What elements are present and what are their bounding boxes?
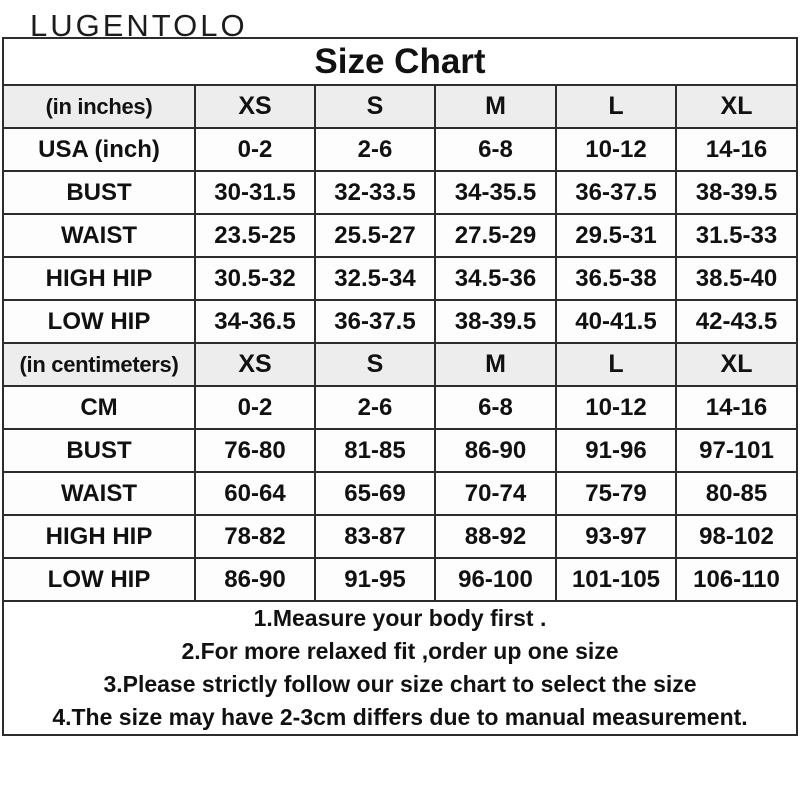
measurement-value: 86-90 (194, 557, 316, 602)
measurement-value: 30-31.5 (194, 170, 316, 215)
measurement-value: 10-12 (555, 385, 677, 430)
measurement-value: 83-87 (314, 514, 436, 559)
size-column-header: XL (675, 84, 798, 129)
measurement-label: CM (2, 385, 196, 430)
measurement-value: 34.5-36 (434, 256, 557, 301)
measurement-value: 98-102 (675, 514, 798, 559)
measurement-value: 76-80 (194, 428, 316, 473)
notes-row: 1.Measure your body first . 2.For more r… (2, 600, 798, 736)
size-column-header: S (314, 84, 436, 129)
size-column-header: M (434, 342, 557, 387)
unit-header-label: (in inches) (2, 84, 196, 129)
measurement-value: 32.5-34 (314, 256, 436, 301)
measurement-value: 25.5-27 (314, 213, 436, 258)
size-column-header: L (555, 342, 677, 387)
measurement-label: LOW HIP (2, 299, 196, 344)
measurement-value: 91-95 (314, 557, 436, 602)
measurement-value: 65-69 (314, 471, 436, 516)
size-column-header: XL (675, 342, 798, 387)
measurement-label: HIGH HIP (2, 256, 196, 301)
measurement-value: 34-36.5 (194, 299, 316, 344)
measurement-value: 96-100 (434, 557, 557, 602)
size-column-header: L (555, 84, 677, 129)
size-column-header: XS (194, 84, 316, 129)
measurement-row: LOW HIP 34-36.5 36-37.5 38-39.5 40-41.5 42-43… (2, 299, 798, 344)
measurement-value: 38-39.5 (675, 170, 798, 215)
measurement-row: WAIST 60-64 65-69 70-74 75-79 80-85 (2, 471, 798, 516)
measurement-value: 6-8 (434, 127, 557, 172)
unit-header-row: (in centimeters) XS S M L XL (2, 342, 798, 387)
measurement-value: 60-64 (194, 471, 316, 516)
note-line-3: 3.Please strictly follow our size chart … (103, 671, 697, 697)
measurement-value: 36-37.5 (555, 170, 677, 215)
measurement-value: 2-6 (314, 127, 436, 172)
notes-cell: 1.Measure your body first . 2.For more r… (2, 600, 798, 736)
measurement-row: HIGH HIP 30.5-32 32.5-34 34.5-36 36.5-38 38.5… (2, 256, 798, 301)
measurement-label: BUST (2, 428, 196, 473)
measurement-value: 34-35.5 (434, 170, 557, 215)
measurement-label: WAIST (2, 471, 196, 516)
size-column-header: M (434, 84, 557, 129)
note-line-1: 1.Measure your body first . (253, 605, 547, 631)
measurement-value: 97-101 (675, 428, 798, 473)
measurement-row: USA (inch) 0-2 2-6 6-8 10-12 14-16 (2, 127, 798, 172)
size-column-header: XS (194, 342, 316, 387)
measurement-value: 38.5-40 (675, 256, 798, 301)
measurement-label: WAIST (2, 213, 196, 258)
measurement-value: 88-92 (434, 514, 557, 559)
measurement-value: 91-96 (555, 428, 677, 473)
measurement-value: 75-79 (555, 471, 677, 516)
measurement-value: 23.5-25 (194, 213, 316, 258)
measurement-label: HIGH HIP (2, 514, 196, 559)
note-line-2: 2.For more relaxed fit ,order up one siz… (181, 638, 619, 664)
measurement-value: 40-41.5 (555, 299, 677, 344)
measurement-value: 78-82 (194, 514, 316, 559)
measurement-value: 14-16 (675, 385, 798, 430)
unit-header-row: (in inches) XS S M L XL (2, 84, 798, 129)
size-column-header: S (314, 342, 436, 387)
measurement-label: LOW HIP (2, 557, 196, 602)
size-chart-table: Size Chart (in inches) XS S M L XL USA (inch) 0… (2, 37, 798, 736)
measurement-value: 106-110 (675, 557, 798, 602)
measurement-value: 10-12 (555, 127, 677, 172)
measurement-row: HIGH HIP 78-82 83-87 88-92 93-97 98-102 (2, 514, 798, 559)
measurement-value: 101-105 (555, 557, 677, 602)
measurement-row: CM 0-2 2-6 6-8 10-12 14-16 (2, 385, 798, 430)
measurement-value: 0-2 (194, 385, 316, 430)
measurement-row: WAIST 23.5-25 25.5-27 27.5-29 29.5-31 31.5-33 (2, 213, 798, 258)
measurement-value: 81-85 (314, 428, 436, 473)
measurement-value: 38-39.5 (434, 299, 557, 344)
measurement-value: 86-90 (434, 428, 557, 473)
measurement-row: BUST 30-31.5 32-33.5 34-35.5 36-37.5 38-39.5 (2, 170, 798, 215)
measurement-row: BUST 76-80 81-85 86-90 91-96 97-101 (2, 428, 798, 473)
measurement-value: 27.5-29 (434, 213, 557, 258)
title-row: Size Chart (2, 37, 798, 86)
measurement-label: BUST (2, 170, 196, 215)
brand-watermark: LUGENTOLO (30, 8, 248, 43)
measurement-value: 80-85 (675, 471, 798, 516)
measurement-value: 42-43.5 (675, 299, 798, 344)
measurement-value: 14-16 (675, 127, 798, 172)
measurement-value: 93-97 (555, 514, 677, 559)
measurement-value: 70-74 (434, 471, 557, 516)
measurement-value: 31.5-33 (675, 213, 798, 258)
measurement-value: 0-2 (194, 127, 316, 172)
measurement-value: 36-37.5 (314, 299, 436, 344)
measurement-value: 2-6 (314, 385, 436, 430)
measurement-label: USA (inch) (2, 127, 196, 172)
measurement-value: 30.5-32 (194, 256, 316, 301)
unit-header-label: (in centimeters) (2, 342, 196, 387)
measurement-row: LOW HIP 86-90 91-95 96-100 101-105 106-110 (2, 557, 798, 602)
measurement-value: 29.5-31 (555, 213, 677, 258)
chart-title: Size Chart (2, 37, 798, 86)
measurement-value: 32-33.5 (314, 170, 436, 215)
note-line-4: 4.The size may have 2-3cm differs due to… (52, 704, 748, 730)
measurement-value: 36.5-38 (555, 256, 677, 301)
measurement-value: 6-8 (434, 385, 557, 430)
